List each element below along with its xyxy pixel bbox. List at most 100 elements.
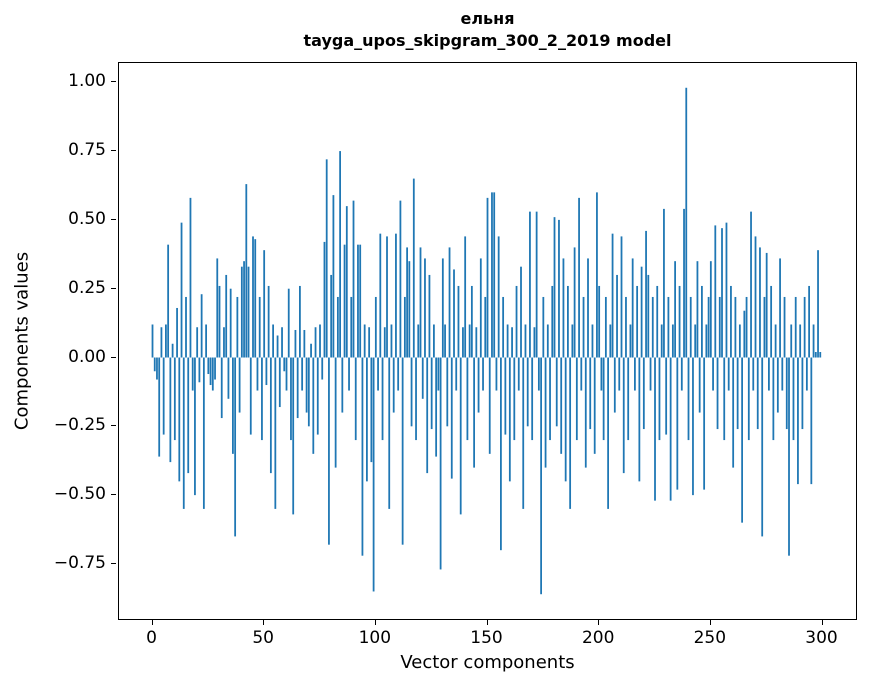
bar (792, 357, 795, 441)
bar (531, 357, 534, 441)
bar (261, 357, 263, 441)
x-tick-mark (821, 620, 823, 625)
bar (379, 233, 382, 358)
bar (756, 357, 759, 430)
bar (529, 211, 531, 358)
bar (301, 357, 304, 391)
bar (497, 236, 500, 358)
bar (584, 357, 587, 468)
bar (191, 357, 194, 391)
bar (176, 307, 178, 358)
bar (258, 296, 261, 358)
bar (459, 357, 462, 515)
y-tick-mark (111, 218, 116, 220)
bar (325, 159, 328, 358)
bar (674, 261, 676, 358)
bar (223, 327, 225, 358)
bar (441, 258, 444, 358)
bar (354, 357, 357, 441)
bar (341, 357, 344, 413)
bar (252, 236, 254, 358)
bar (551, 285, 554, 358)
bar (307, 357, 310, 427)
bar (504, 357, 507, 435)
bar (734, 296, 737, 358)
x-tick-label: 250 (693, 628, 727, 648)
bar (578, 197, 580, 358)
bar (794, 296, 797, 358)
bar (587, 258, 589, 358)
bar (205, 324, 207, 358)
bars-plot (151, 87, 822, 595)
bar (678, 285, 681, 358)
bar (730, 285, 732, 358)
bar (305, 357, 308, 413)
bar (448, 247, 451, 358)
bar (814, 352, 817, 358)
bar (817, 250, 819, 358)
bar (466, 357, 469, 441)
plot-area (118, 62, 857, 620)
bar (153, 357, 156, 372)
bar (634, 357, 636, 391)
bar (546, 324, 549, 358)
bar (511, 327, 513, 358)
bar (269, 357, 272, 474)
bar (685, 87, 688, 358)
x-tick-mark (263, 620, 265, 625)
bar (200, 294, 203, 358)
bar (638, 357, 641, 482)
bar (750, 211, 752, 358)
bar (660, 324, 663, 358)
x-tick-mark (709, 620, 711, 625)
bar (629, 324, 632, 358)
bar (616, 274, 618, 358)
bar (430, 357, 433, 430)
bar (790, 324, 793, 358)
bar (182, 357, 185, 509)
bar (319, 324, 321, 358)
bar (785, 357, 788, 430)
bar (357, 244, 359, 358)
bar (768, 357, 770, 391)
bar (377, 357, 379, 391)
bar (368, 327, 371, 358)
bar (180, 222, 183, 358)
bar (582, 296, 585, 358)
bar (361, 357, 364, 556)
bar (290, 357, 292, 441)
chart-title: ельня tayga_upos_skipgram_300_2_2019 mod… (118, 8, 857, 51)
bar (620, 236, 623, 358)
bar (627, 357, 630, 441)
bar (435, 357, 438, 457)
bar (450, 357, 453, 479)
bar (339, 151, 341, 358)
bar (506, 324, 509, 358)
y-tick-mark (111, 81, 116, 83)
bar (631, 258, 634, 358)
bar (314, 327, 317, 358)
x-tick-label: 300 (805, 628, 838, 648)
bar (714, 225, 717, 358)
bar (185, 296, 187, 358)
bar (254, 239, 257, 358)
bar (397, 357, 400, 391)
y-tick-label: 1.00 (68, 71, 106, 92)
bar (477, 357, 480, 413)
bar (580, 357, 583, 391)
bar (473, 357, 475, 468)
bar (464, 236, 467, 358)
y-tick-label: 0.50 (68, 208, 106, 229)
x-tick-label: 0 (146, 628, 157, 648)
bar (225, 274, 228, 358)
bar (211, 357, 214, 391)
bar (741, 357, 743, 523)
bar (265, 357, 268, 386)
bar (303, 329, 306, 358)
bar (214, 357, 216, 380)
bar (479, 258, 482, 358)
bar (198, 357, 201, 383)
bar (370, 357, 373, 463)
chart-title-line2: tayga_upos_skipgram_300_2_2019 model (303, 30, 672, 50)
bar (745, 296, 748, 358)
